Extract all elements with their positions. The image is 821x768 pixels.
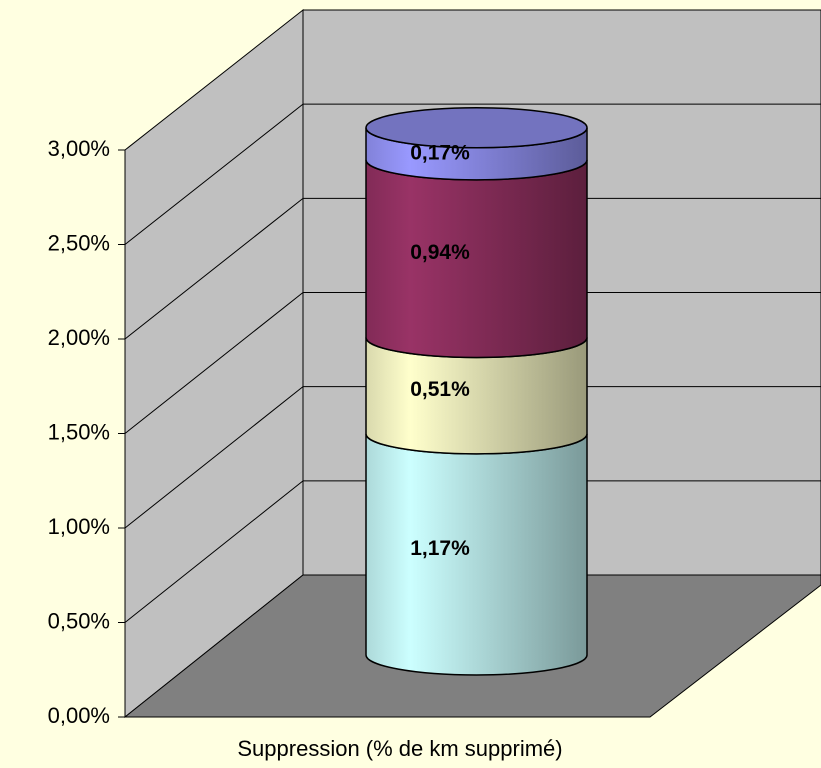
grid-line xyxy=(124,103,304,245)
y-tick-label: 1,50% xyxy=(48,419,110,444)
data-label: 1,17% xyxy=(410,537,470,560)
grid-line xyxy=(124,480,304,623)
y-tick-label: 0,00% xyxy=(48,703,110,728)
y-tick-label: 0,50% xyxy=(48,608,110,633)
grid-line xyxy=(124,197,304,340)
bar-segment xyxy=(365,159,588,359)
y-tick-label: 2,00% xyxy=(48,325,110,350)
y-tick-label: 3,00% xyxy=(48,136,110,161)
bar-segment xyxy=(365,433,588,676)
bar-top xyxy=(365,106,588,149)
grid-line xyxy=(124,292,304,434)
data-label: 0,17% xyxy=(410,141,470,164)
y-tick-label: 2,50% xyxy=(48,230,110,255)
data-label: 0,51% xyxy=(410,378,470,401)
x-tick-label: Suppression (% de km supprimé) xyxy=(237,736,562,761)
grid-line xyxy=(124,386,304,529)
data-label: 0,94% xyxy=(410,241,470,264)
y-tick-label: 1,00% xyxy=(48,514,110,539)
